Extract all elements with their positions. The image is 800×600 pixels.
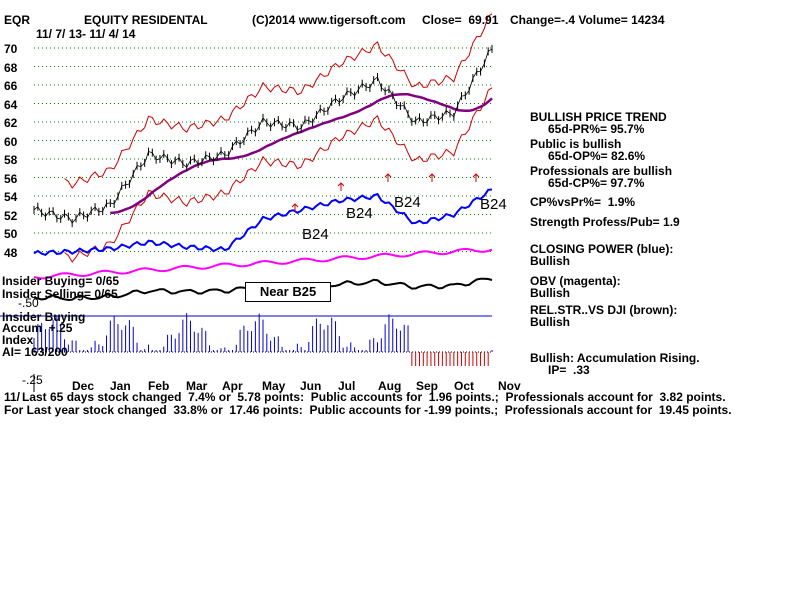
change-volume-label: Change=-.4 Volume= 14234 bbox=[510, 13, 665, 27]
x-tick: Nov bbox=[498, 379, 521, 393]
trend-title: BULLISH PRICE TREND bbox=[530, 110, 667, 124]
obv-line bbox=[33, 247, 493, 280]
price-line bbox=[33, 48, 493, 224]
y-tick: 52 bbox=[4, 209, 18, 223]
x-tick: May bbox=[262, 379, 286, 393]
buy-arrow bbox=[428, 173, 436, 182]
pr-value: 65d-PR%= 95.7% bbox=[548, 122, 645, 136]
x-tick: Oct bbox=[454, 379, 475, 393]
x-tick: Dec bbox=[72, 379, 95, 393]
grid-lines bbox=[0, 47, 492, 392]
buy-arrow bbox=[337, 182, 345, 191]
footer-line-2: For Last year stock changed 33.8% or 17.… bbox=[4, 403, 732, 417]
insider-buying-label: Insider Buying= 0/65 bbox=[2, 274, 120, 288]
buy-arrow bbox=[472, 173, 480, 182]
near-b25-signal: Near B25 bbox=[245, 282, 331, 302]
insider-selling-label: Insider Selling= 0/65 bbox=[2, 287, 118, 301]
lower-band-line bbox=[64, 87, 493, 263]
signal-b24: B24 bbox=[346, 205, 373, 222]
upper-band-line bbox=[64, 13, 493, 189]
relstr-label: REL.STR..VS DJI (brown): bbox=[530, 303, 678, 317]
x-tick: Jul bbox=[338, 379, 356, 393]
x-tick: Apr bbox=[222, 379, 243, 393]
y-tick: 64 bbox=[4, 98, 18, 112]
y-tick: 58 bbox=[4, 153, 18, 167]
op-value: 65d-OP%= 82.6% bbox=[548, 149, 646, 163]
x-tick: Aug bbox=[378, 379, 402, 393]
signal-b24: B24 bbox=[394, 194, 421, 211]
minus-50-label: -.50 bbox=[18, 296, 39, 310]
ip-value: IP= .33 bbox=[548, 363, 590, 377]
cp-value: 65d-CP%= 97.7% bbox=[548, 176, 645, 190]
obv-label: OBV (magenta): bbox=[530, 274, 621, 288]
y-tick: 70 bbox=[4, 42, 18, 56]
obv-value: Bullish bbox=[530, 286, 571, 300]
strength-value: Strength Profess/Pub= 1.9 bbox=[530, 215, 680, 229]
insider-buying-label-2: Insider Buying bbox=[2, 310, 86, 324]
x-tick: Jun bbox=[300, 379, 322, 393]
indicator-lines bbox=[33, 13, 493, 302]
y-tick: 48 bbox=[4, 246, 18, 260]
y-tick: 68 bbox=[4, 61, 18, 75]
minus-25-label: -.25 bbox=[22, 373, 43, 387]
accumulation-status: Bullish: Accumulation Rising. bbox=[530, 351, 700, 365]
ai-label: AI= 163/200 bbox=[2, 345, 68, 359]
close-label: Close= 69.91 bbox=[422, 13, 499, 27]
buy-arrow bbox=[291, 203, 299, 212]
accum-index-label: Accum +.25 bbox=[2, 321, 73, 335]
accumulation-bars bbox=[33, 313, 493, 366]
y-tick: 50 bbox=[4, 227, 18, 241]
footer-prefix: 11/ bbox=[4, 390, 21, 404]
y-tick: 54 bbox=[4, 190, 18, 204]
closing-power-line bbox=[33, 188, 493, 257]
x-tick: Mar bbox=[186, 379, 208, 393]
signal-b24: B24 bbox=[480, 196, 507, 213]
date-range-label: 11/ 7/ 13- 11/ 4/ 14 bbox=[36, 27, 136, 41]
buy-arrow bbox=[384, 173, 392, 182]
closing-power-value: Bullish bbox=[530, 254, 571, 268]
symbol-label: EQR bbox=[4, 13, 31, 27]
cpvspr-value: CP%vsPr%= 1.9% bbox=[530, 195, 636, 209]
x-tick: Feb bbox=[148, 379, 170, 393]
signal-b24: B24 bbox=[302, 226, 329, 243]
y-tick: 56 bbox=[4, 172, 18, 186]
pros-status: Professionals are bullish bbox=[530, 164, 673, 178]
x-tick: Sep bbox=[416, 379, 439, 393]
x-tick: Jan bbox=[110, 379, 131, 393]
signal-arrows bbox=[291, 173, 480, 212]
closing-power-label: CLOSING POWER (blue): bbox=[530, 242, 674, 256]
y-tick: 60 bbox=[4, 135, 18, 149]
index-label: Index bbox=[2, 333, 34, 347]
company-title: EQUITY RESIDENTAL bbox=[84, 13, 208, 27]
y-tick: 62 bbox=[4, 116, 18, 130]
relstr-value: Bullish bbox=[530, 315, 571, 329]
footer-line-1: Last 65 days stock changed 7.4% or 5.78 … bbox=[22, 390, 726, 404]
public-status: Public is bullish bbox=[530, 137, 622, 151]
copyright-label: (C)2014 www.tigersoft.com bbox=[252, 13, 406, 27]
y-tick: 66 bbox=[4, 79, 18, 93]
